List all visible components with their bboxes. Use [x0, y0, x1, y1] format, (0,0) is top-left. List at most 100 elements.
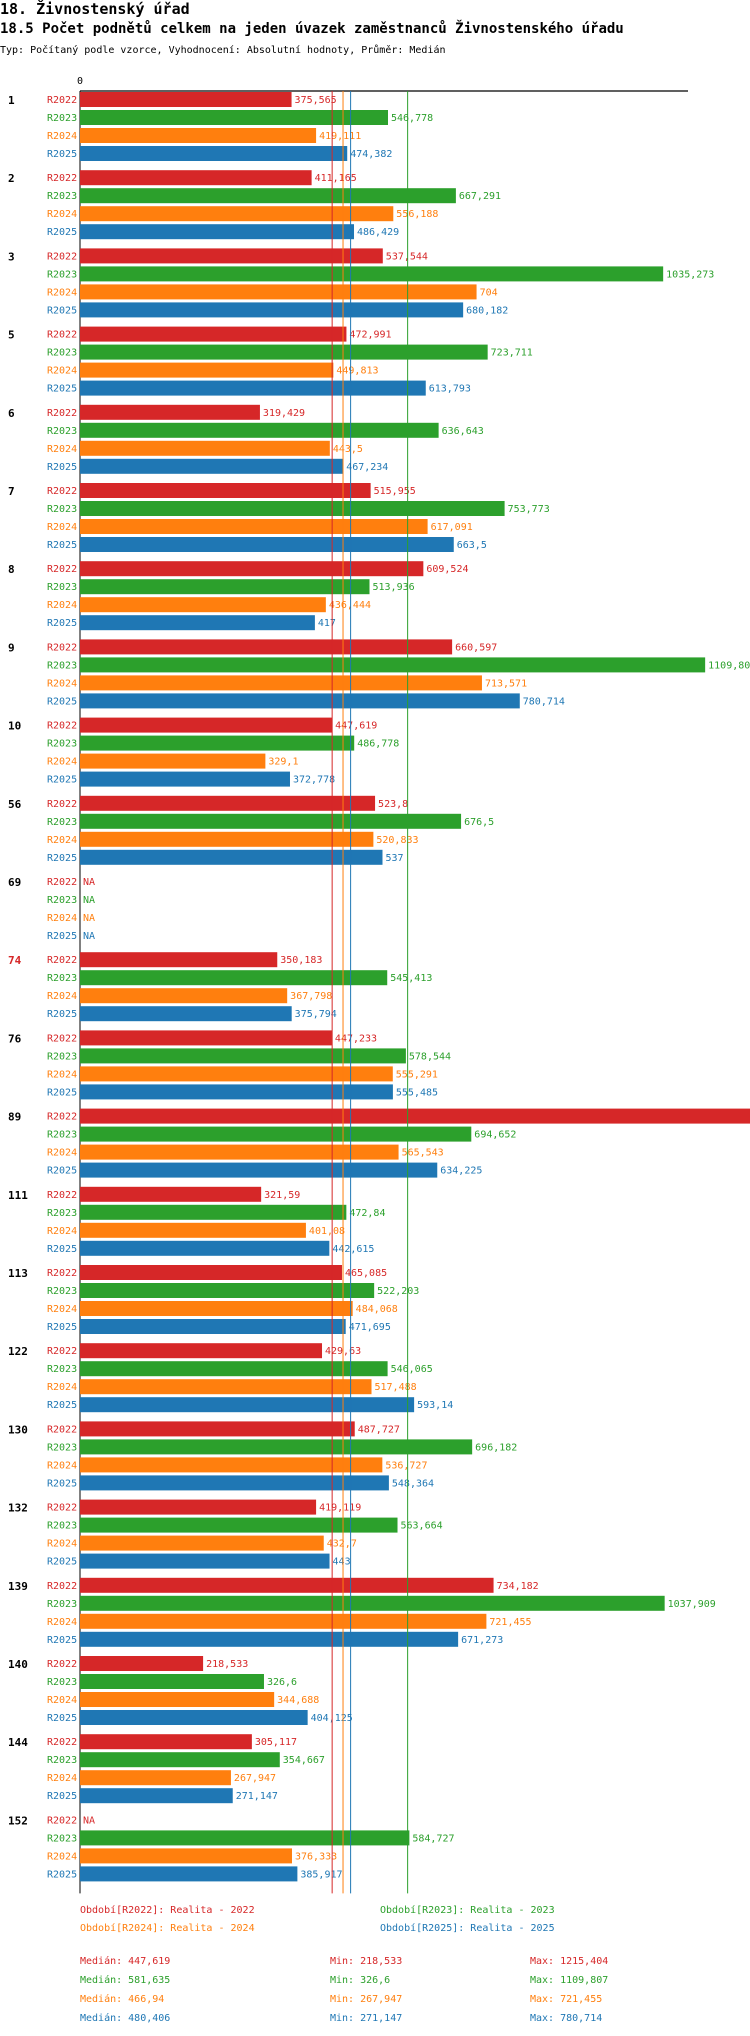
value-label: 417 — [318, 618, 336, 629]
bar-89-R2022 — [80, 1108, 750, 1124]
bar-56-R2023 — [80, 813, 462, 829]
series-label: R2024 — [47, 913, 77, 924]
series-label: R2024 — [47, 1226, 77, 1237]
bar-152-R2025 — [80, 1866, 298, 1882]
group-label-10: 10 — [8, 720, 21, 733]
bar-5-R2023 — [80, 344, 488, 360]
bar-74-R2025 — [80, 1006, 292, 1022]
value-label: 442,615 — [332, 1244, 374, 1255]
value-label: 376,333 — [295, 1851, 337, 1862]
group-label-113: 113 — [8, 1267, 28, 1280]
series-label: R2023 — [47, 1286, 77, 1297]
bar-1-R2022 — [80, 92, 292, 107]
series-label: R2023 — [47, 739, 77, 750]
value-label: 617,091 — [431, 522, 473, 533]
series-label: R2024 — [47, 1539, 77, 1550]
value-label: 472,991 — [349, 330, 391, 341]
group-label-74: 74 — [8, 954, 22, 967]
series-label: R2024 — [47, 444, 77, 455]
bar-130-R2022 — [80, 1421, 355, 1437]
stat-min: Min: 326,6 — [330, 1975, 390, 1986]
stat-min: Min: 267,947 — [330, 1994, 402, 2005]
group-label-2: 2 — [8, 172, 15, 185]
series-label: R2024 — [47, 1851, 77, 1862]
stat-median: Medián: 466,94 — [80, 1993, 164, 2005]
bar-1-R2025 — [80, 146, 348, 161]
series-label: R2023 — [47, 348, 77, 359]
bar-132-R2024 — [80, 1535, 324, 1551]
series-label: R2022 — [47, 1581, 77, 1592]
value-label: 1035,273 — [666, 269, 714, 280]
group-label-8: 8 — [8, 563, 15, 576]
stat-median: Medián: 447,619 — [80, 1955, 170, 1967]
value-label: 474,382 — [350, 149, 392, 160]
value-label: 663,5 — [457, 540, 487, 551]
bar-111-R2023 — [80, 1204, 347, 1220]
group-label-111: 111 — [8, 1189, 28, 1202]
value-label: 1037,909 — [668, 1599, 716, 1610]
stat-max: Max: 1109,807 — [530, 1975, 608, 1986]
value-label: 545,413 — [390, 973, 432, 984]
axis-zero-label: 0 — [77, 76, 83, 87]
stat-median: Medián: 581,635 — [80, 1974, 170, 1986]
series-label: R2022 — [47, 330, 77, 341]
value-label: 721,455 — [489, 1617, 531, 1628]
value-label: 465,085 — [345, 1268, 387, 1279]
series-label: R2024 — [47, 1460, 77, 1471]
value-label: 375,794 — [295, 1009, 337, 1020]
bar-113-R2025 — [80, 1319, 346, 1334]
series-label: R2023 — [47, 582, 77, 593]
bar-76-R2024 — [80, 1066, 393, 1082]
value-label: 1109,807 — [708, 660, 750, 671]
series-label: R2025 — [47, 1478, 77, 1489]
bar-56-R2025 — [80, 849, 383, 865]
page-title: 18. Živnostenský úřad — [0, 0, 190, 18]
series-label: R2022 — [47, 1659, 77, 1670]
value-label: 660,597 — [455, 642, 497, 653]
chart-subtitle: 18.5 Počet podnětů celkem na jeden úvaze… — [0, 21, 624, 37]
series-label: R2025 — [47, 540, 77, 551]
series-label: R2025 — [47, 1244, 77, 1255]
bar-8-R2023 — [80, 579, 370, 595]
bar-3-R2023 — [80, 266, 664, 282]
value-label: 555,485 — [396, 1087, 438, 1098]
series-label: R2022 — [47, 486, 77, 497]
series-label: R2023 — [47, 191, 77, 202]
series-label: R2024 — [47, 1773, 77, 1784]
value-label: 321,59 — [264, 1190, 300, 1201]
value-label: 556,188 — [396, 209, 438, 220]
stat-min: Min: 271,147 — [330, 2013, 402, 2024]
value-label: 432,7 — [327, 1539, 357, 1550]
value-label: 563,664 — [401, 1521, 443, 1532]
legend-entry: Období[R2025]: Realita - 2025 — [380, 1922, 555, 1934]
bar-140-R2025 — [80, 1710, 308, 1725]
stat-max: Max: 1215,404 — [530, 1956, 608, 1967]
group-label-132: 132 — [8, 1502, 28, 1515]
series-label: R2024 — [47, 678, 77, 689]
bar-2-R2023 — [80, 188, 456, 204]
series-label: R2025 — [47, 1869, 77, 1880]
value-label: 372,778 — [293, 775, 335, 786]
series-label: R2025 — [47, 618, 77, 629]
value-label: 780,714 — [523, 696, 565, 707]
bar-144-R2022 — [80, 1734, 252, 1750]
series-label: R2022 — [47, 1190, 77, 1201]
value-label: 517,488 — [375, 1382, 417, 1393]
series-label: R2025 — [47, 462, 77, 473]
series-label: R2025 — [47, 1166, 77, 1177]
value-label: 471,695 — [349, 1322, 391, 1333]
group-label-89: 89 — [8, 1111, 21, 1124]
value-label: 593,14 — [417, 1400, 453, 1411]
bar-2-R2022 — [80, 170, 312, 186]
bar-74-R2024 — [80, 988, 288, 1004]
value-label: 723,711 — [491, 348, 533, 359]
series-label: R2025 — [47, 853, 77, 864]
bar-10-R2024 — [80, 753, 266, 769]
value-label: 537,544 — [386, 251, 428, 262]
bar-8-R2024 — [80, 597, 326, 613]
legend-entry: Období[R2023]: Realita - 2023 — [380, 1904, 555, 1916]
value-label: 419,119 — [319, 1503, 361, 1514]
value-label: 487,727 — [358, 1424, 400, 1435]
value-label: 522,203 — [377, 1286, 419, 1297]
